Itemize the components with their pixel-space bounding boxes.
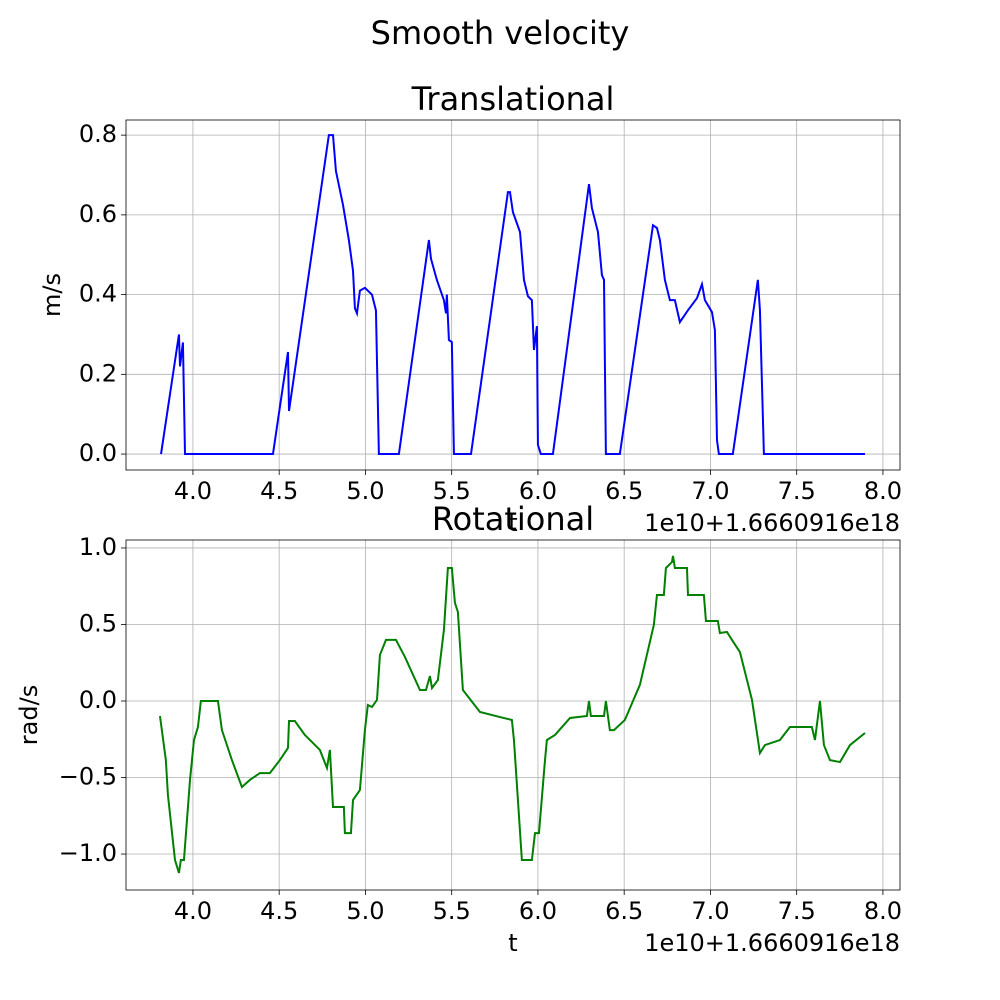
x-tick-label: 5.0	[346, 477, 384, 505]
x-offset-label: 1e10+1.6660916e18	[644, 509, 900, 537]
y-axis-label: m/s	[38, 273, 66, 317]
x-tick-label: 6.0	[519, 897, 557, 925]
x-tick-label: 7.5	[778, 897, 816, 925]
x-axis-label: t	[508, 929, 517, 957]
x-tick-label: 7.5	[778, 477, 816, 505]
figure-title: Smooth velocity	[371, 14, 630, 52]
x-tick-label: 6.0	[519, 477, 557, 505]
x-tick-label: 4.0	[174, 897, 212, 925]
data-line	[160, 134, 865, 456]
y-tick-label: −1.0	[59, 839, 117, 867]
y-tick-label: 1.0	[79, 533, 117, 561]
y-axis-label: rad/s	[15, 685, 43, 745]
x-tick-label: 7.0	[691, 477, 729, 505]
y-tick-label: 0.5	[79, 609, 117, 637]
x-axis-label: t	[508, 509, 517, 537]
y-tick-label: 0.2	[79, 359, 117, 387]
x-tick-label: 4.5	[260, 897, 298, 925]
x-tick-label: 6.5	[605, 477, 643, 505]
x-tick-label: 5.5	[433, 897, 471, 925]
x-tick-label: 4.0	[174, 477, 212, 505]
y-tick-label: 0.0	[79, 439, 117, 467]
axes-title: Rotational	[432, 500, 594, 538]
axes-title: Translational	[411, 80, 615, 118]
x-tick-label: 7.0	[691, 897, 729, 925]
x-tick-label: 4.5	[260, 477, 298, 505]
y-tick-label: 0.0	[79, 686, 117, 714]
y-tick-label: 0.6	[79, 200, 117, 228]
y-tick-label: −0.5	[59, 763, 117, 791]
x-tick-label: 5.5	[433, 477, 471, 505]
data-line	[158, 555, 866, 874]
axes-frame	[125, 119, 901, 471]
y-tick-label: 0.8	[79, 120, 117, 148]
x-offset-label: 1e10+1.6660916e18	[644, 929, 900, 957]
x-tick-label: 8.0	[864, 477, 902, 505]
axes-frame	[125, 539, 901, 891]
x-tick-label: 5.0	[346, 897, 384, 925]
y-tick-label: 0.4	[79, 280, 117, 308]
x-tick-label: 8.0	[864, 897, 902, 925]
x-tick-label: 6.5	[605, 897, 643, 925]
